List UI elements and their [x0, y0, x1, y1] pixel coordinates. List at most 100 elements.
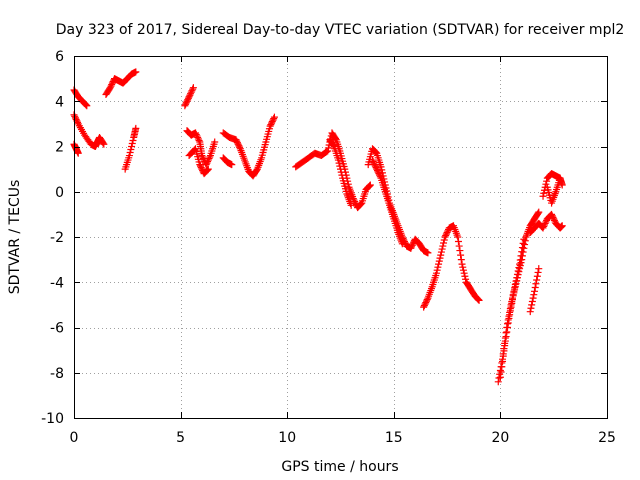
- series-arc14: [368, 156, 406, 248]
- data-point: [181, 102, 189, 110]
- data-point: [500, 347, 508, 355]
- data-point: [375, 170, 383, 178]
- data-point: [234, 140, 242, 148]
- data-point: [511, 283, 519, 291]
- data-point: [185, 93, 193, 101]
- data-point: [233, 139, 241, 147]
- data-point: [458, 260, 466, 268]
- data-point: [128, 139, 136, 147]
- data-point: [370, 159, 378, 167]
- data-point: [540, 221, 548, 229]
- data-point: [344, 180, 352, 188]
- data-point: [517, 259, 525, 267]
- y-tick-label: -4: [50, 275, 64, 291]
- data-point: [192, 129, 200, 137]
- y-tick-label: -10: [41, 411, 64, 427]
- data-point: [539, 224, 547, 232]
- data-point: [100, 140, 108, 148]
- data-point: [516, 265, 524, 273]
- data-point: [505, 314, 513, 322]
- data-point: [459, 266, 467, 274]
- data-point: [498, 363, 506, 371]
- data-point: [203, 167, 211, 175]
- data-point: [72, 115, 80, 123]
- y-tick-label: -6: [50, 321, 64, 337]
- data-point: [507, 303, 515, 311]
- data-point: [184, 94, 192, 102]
- data-point: [194, 135, 202, 143]
- data-point: [132, 68, 140, 76]
- data-point: [408, 241, 416, 249]
- data-point: [432, 269, 440, 277]
- x-tick-label: 10: [278, 430, 296, 446]
- data-point: [510, 289, 518, 297]
- data-point: [83, 102, 91, 110]
- data-point: [454, 233, 462, 241]
- x-tick-label: 25: [598, 430, 616, 446]
- data-point: [324, 144, 332, 152]
- data-point: [540, 189, 548, 197]
- data-point: [515, 268, 523, 276]
- series-arc12: [326, 136, 355, 209]
- data-point: [459, 263, 467, 271]
- data-point: [501, 342, 509, 350]
- data-point: [501, 337, 509, 345]
- data-point: [203, 159, 211, 167]
- data-point: [183, 97, 191, 105]
- data-point: [550, 216, 558, 224]
- data-point: [192, 130, 200, 138]
- series-arc6: [181, 84, 197, 110]
- y-tick-label: -8: [50, 366, 64, 382]
- data-point: [496, 373, 504, 381]
- y-tick-label: 2: [55, 140, 64, 156]
- data-point: [205, 155, 213, 163]
- data-point: [99, 139, 107, 147]
- data-point: [374, 168, 382, 176]
- data-point: [329, 141, 337, 149]
- data-point: [71, 114, 79, 122]
- data-point: [366, 181, 374, 189]
- y-tick-label: 6: [55, 49, 64, 65]
- series-arc1: [70, 86, 91, 110]
- data-point: [521, 241, 529, 249]
- data-point: [423, 296, 431, 304]
- x-axis-label: GPS time / hours: [281, 459, 398, 475]
- data-point: [366, 182, 374, 190]
- data-point: [550, 215, 558, 223]
- data-point: [461, 272, 469, 280]
- data-point: [516, 262, 524, 270]
- data-point: [454, 238, 462, 246]
- data-point: [206, 153, 214, 161]
- data-point: [236, 143, 244, 151]
- data-point: [556, 174, 564, 182]
- data-point: [357, 200, 365, 208]
- y-axis-label: SDTVAR / TECUs: [7, 180, 23, 295]
- data-point: [349, 195, 357, 203]
- data-point: [528, 297, 536, 305]
- data-point: [356, 201, 364, 209]
- data-point: [531, 284, 539, 292]
- data-point: [324, 147, 332, 155]
- data-point: [188, 87, 196, 95]
- data-point: [235, 142, 243, 150]
- data-point: [534, 268, 542, 276]
- data-point: [535, 208, 543, 216]
- data-point: [253, 166, 261, 174]
- data-point: [435, 260, 443, 268]
- data-point: [475, 296, 483, 304]
- data-point: [202, 161, 210, 169]
- data-point: [506, 307, 514, 315]
- data-point: [474, 296, 482, 304]
- axis-ticks: 0 5 10 15 20 25 -10 -8 -6 -4 -2 0 2 4 6: [41, 49, 616, 446]
- data-point: [371, 161, 379, 169]
- data-point: [527, 304, 535, 312]
- data-point: [457, 251, 465, 259]
- data-point: [371, 148, 379, 156]
- y-tick-label: -2: [50, 230, 64, 246]
- data-point: [504, 324, 512, 331]
- data-point: [440, 239, 448, 247]
- data-point: [337, 165, 344, 173]
- data-point: [499, 357, 507, 365]
- data-point: [443, 228, 451, 236]
- data-point: [541, 219, 549, 227]
